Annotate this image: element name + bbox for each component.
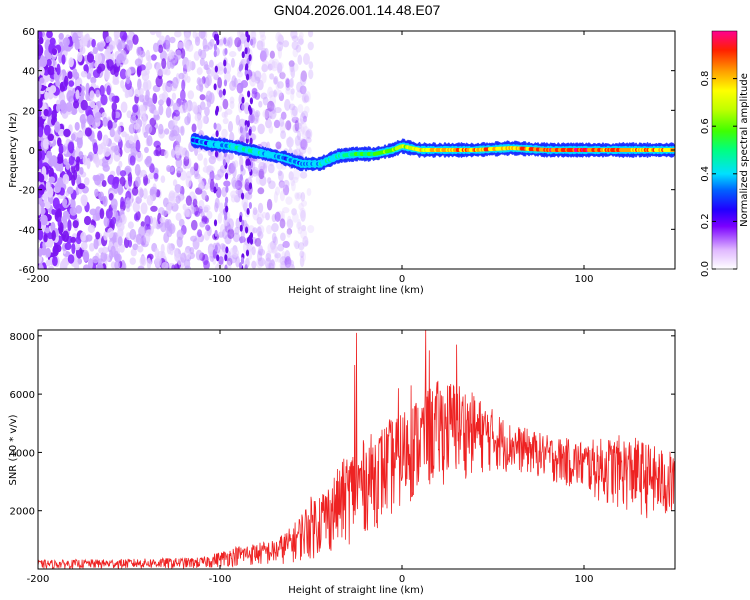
spectrogram-y-tick-label: 60	[22, 27, 35, 38]
colorbar-tick-label: 0.8	[700, 71, 711, 87]
spectrogram-y-tick-label: 0	[29, 146, 35, 157]
snr-y-tick-label: 8000	[10, 332, 35, 343]
snr-x-tick-label: 100	[574, 574, 593, 585]
colorbar-tick-label: 0.6	[700, 118, 711, 134]
chart-title: GN04.2026.001.14.48.E07	[273, 2, 441, 18]
colorbar-tick-label: 0.2	[700, 213, 711, 229]
colorbar: 0.0 0.2 0.4 0.6 0.8 Normalized spectral ampl…	[700, 30, 750, 277]
spectrogram-x-tick-label: 0	[399, 274, 405, 285]
snr-x-label: Height of straight line (km)	[288, 585, 424, 596]
colorbar-label: Normalized spectral amplitude	[739, 73, 750, 227]
snr-x-tick-label: -100	[209, 574, 232, 585]
spectrogram-y-tick-label: -40	[19, 225, 35, 236]
snr-series-line	[38, 330, 675, 569]
noise-texture	[38, 31, 315, 269]
spectrogram-y-label: Frequency (Hz)	[8, 112, 19, 188]
ridge-band	[190, 132, 675, 172]
snr-plot: -200 -100 0 100 2000 4000 6000 8000 Height of s…	[8, 329, 676, 596]
snr-x-tick-label: -200	[27, 574, 50, 585]
spectrogram-y-tick-label: -20	[19, 186, 35, 197]
colorbar-tick-label: 0.0	[700, 261, 711, 277]
snr-x-tick-label: 0	[399, 574, 405, 585]
spectrogram-y-tick-label: -60	[19, 265, 35, 276]
spectrogram-y-tick-label: 20	[22, 106, 35, 117]
snr-y-tick-label: 4000	[10, 448, 35, 459]
spectrogram-y-tick-label: 40	[22, 67, 35, 78]
spectrogram-x-tick-label: -200	[27, 274, 50, 285]
snr-y-tick-label: 2000	[10, 507, 35, 518]
snr-y-label: SNR (10 * v/v)	[8, 414, 19, 485]
colorbar-tick-label: 0.4	[700, 166, 711, 182]
spectrogram-x-label: Height of straight line (km)	[288, 285, 424, 296]
spectrogram-x-tick-label: 100	[574, 274, 593, 285]
snr-y-tick-label: 6000	[10, 390, 35, 401]
spectrogram-x-tick-label: -100	[209, 274, 232, 285]
